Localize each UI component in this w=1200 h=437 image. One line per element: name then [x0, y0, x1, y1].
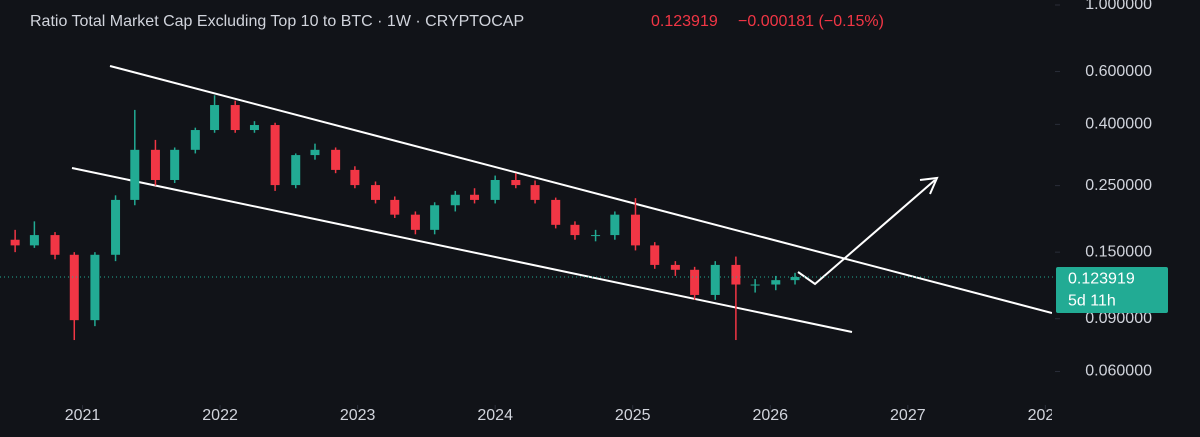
y-tick-label: 0.090000: [1085, 310, 1152, 327]
x-tick-label: 2021: [65, 407, 101, 424]
y-tick-label: 0.400000: [1085, 116, 1152, 133]
y-tick-label: 0.150000: [1085, 243, 1152, 260]
projection-arrow: [797, 179, 936, 286]
candle-body: [50, 235, 60, 255]
candle-body: [470, 194, 480, 200]
candle-body: [331, 149, 341, 170]
candle-body: [111, 199, 121, 255]
header-change: −0.000181 (−0.15%): [738, 13, 884, 30]
candle-body: [771, 280, 781, 285]
candle-body: [410, 214, 420, 230]
candle-body: [650, 245, 660, 265]
candle-body: [530, 185, 540, 200]
candle-body: [390, 199, 400, 215]
arrow-head: [919, 176, 939, 195]
x-tick-label: 2025: [615, 407, 651, 424]
candle-body: [310, 149, 320, 156]
candle-body: [291, 155, 301, 186]
candle-body: [511, 179, 521, 186]
candle-body: [551, 199, 561, 225]
y-tick-label: 1.000000: [1085, 0, 1152, 13]
candle-body: [230, 105, 240, 131]
candle-body: [750, 284, 760, 286]
candle-body: [270, 125, 280, 186]
candle-body: [591, 235, 601, 237]
trend-line-upper: [109, 65, 1052, 314]
x-tick-label: 2027: [890, 407, 926, 424]
candle-body: [731, 264, 741, 285]
candle-body: [790, 277, 800, 281]
header-price: 0.123919: [651, 13, 718, 30]
countdown-label: 5d 11h: [1068, 292, 1116, 309]
x-tick-label: 2026: [752, 407, 788, 424]
candle-body: [610, 214, 620, 236]
y-tick-label: 0.600000: [1085, 63, 1152, 80]
chart-title: Ratio Total Market Cap Excluding Top 10 …: [30, 13, 524, 30]
candle-body: [190, 130, 200, 150]
candle-body: [630, 214, 640, 246]
price-label-box: [1056, 267, 1168, 314]
candle-body: [90, 254, 100, 321]
trend-line-lower: [71, 167, 853, 333]
candle-body: [670, 264, 680, 270]
candle-body: [150, 149, 160, 180]
candle-body: [570, 224, 580, 236]
candle-body: [371, 185, 381, 200]
candle-body: [430, 205, 440, 230]
candle-body: [10, 239, 20, 246]
candle-body: [69, 254, 79, 321]
x-tick-label: 2024: [477, 407, 513, 424]
candle-body: [29, 235, 39, 246]
candle-body: [450, 194, 460, 206]
candle-body: [170, 149, 180, 180]
candle-body: [130, 149, 140, 200]
candle-body: [490, 179, 500, 200]
y-tick-label: 0.060000: [1085, 363, 1152, 380]
candle-body: [710, 264, 720, 295]
candle-body: [210, 105, 220, 131]
y-tick-label: 0.250000: [1085, 177, 1152, 194]
candle-body: [249, 125, 259, 131]
plot-area: 2021 2022 2023 2024 2025 2026 2027 2028: [10, 65, 1064, 424]
x-tick-label: 2028: [1028, 407, 1064, 424]
price-label: 0.123919: [1068, 270, 1135, 287]
candle-body: [690, 269, 700, 295]
x-tick-label: 2023: [340, 407, 376, 424]
x-tick-label: 2022: [202, 407, 238, 424]
candle-body: [350, 169, 360, 186]
